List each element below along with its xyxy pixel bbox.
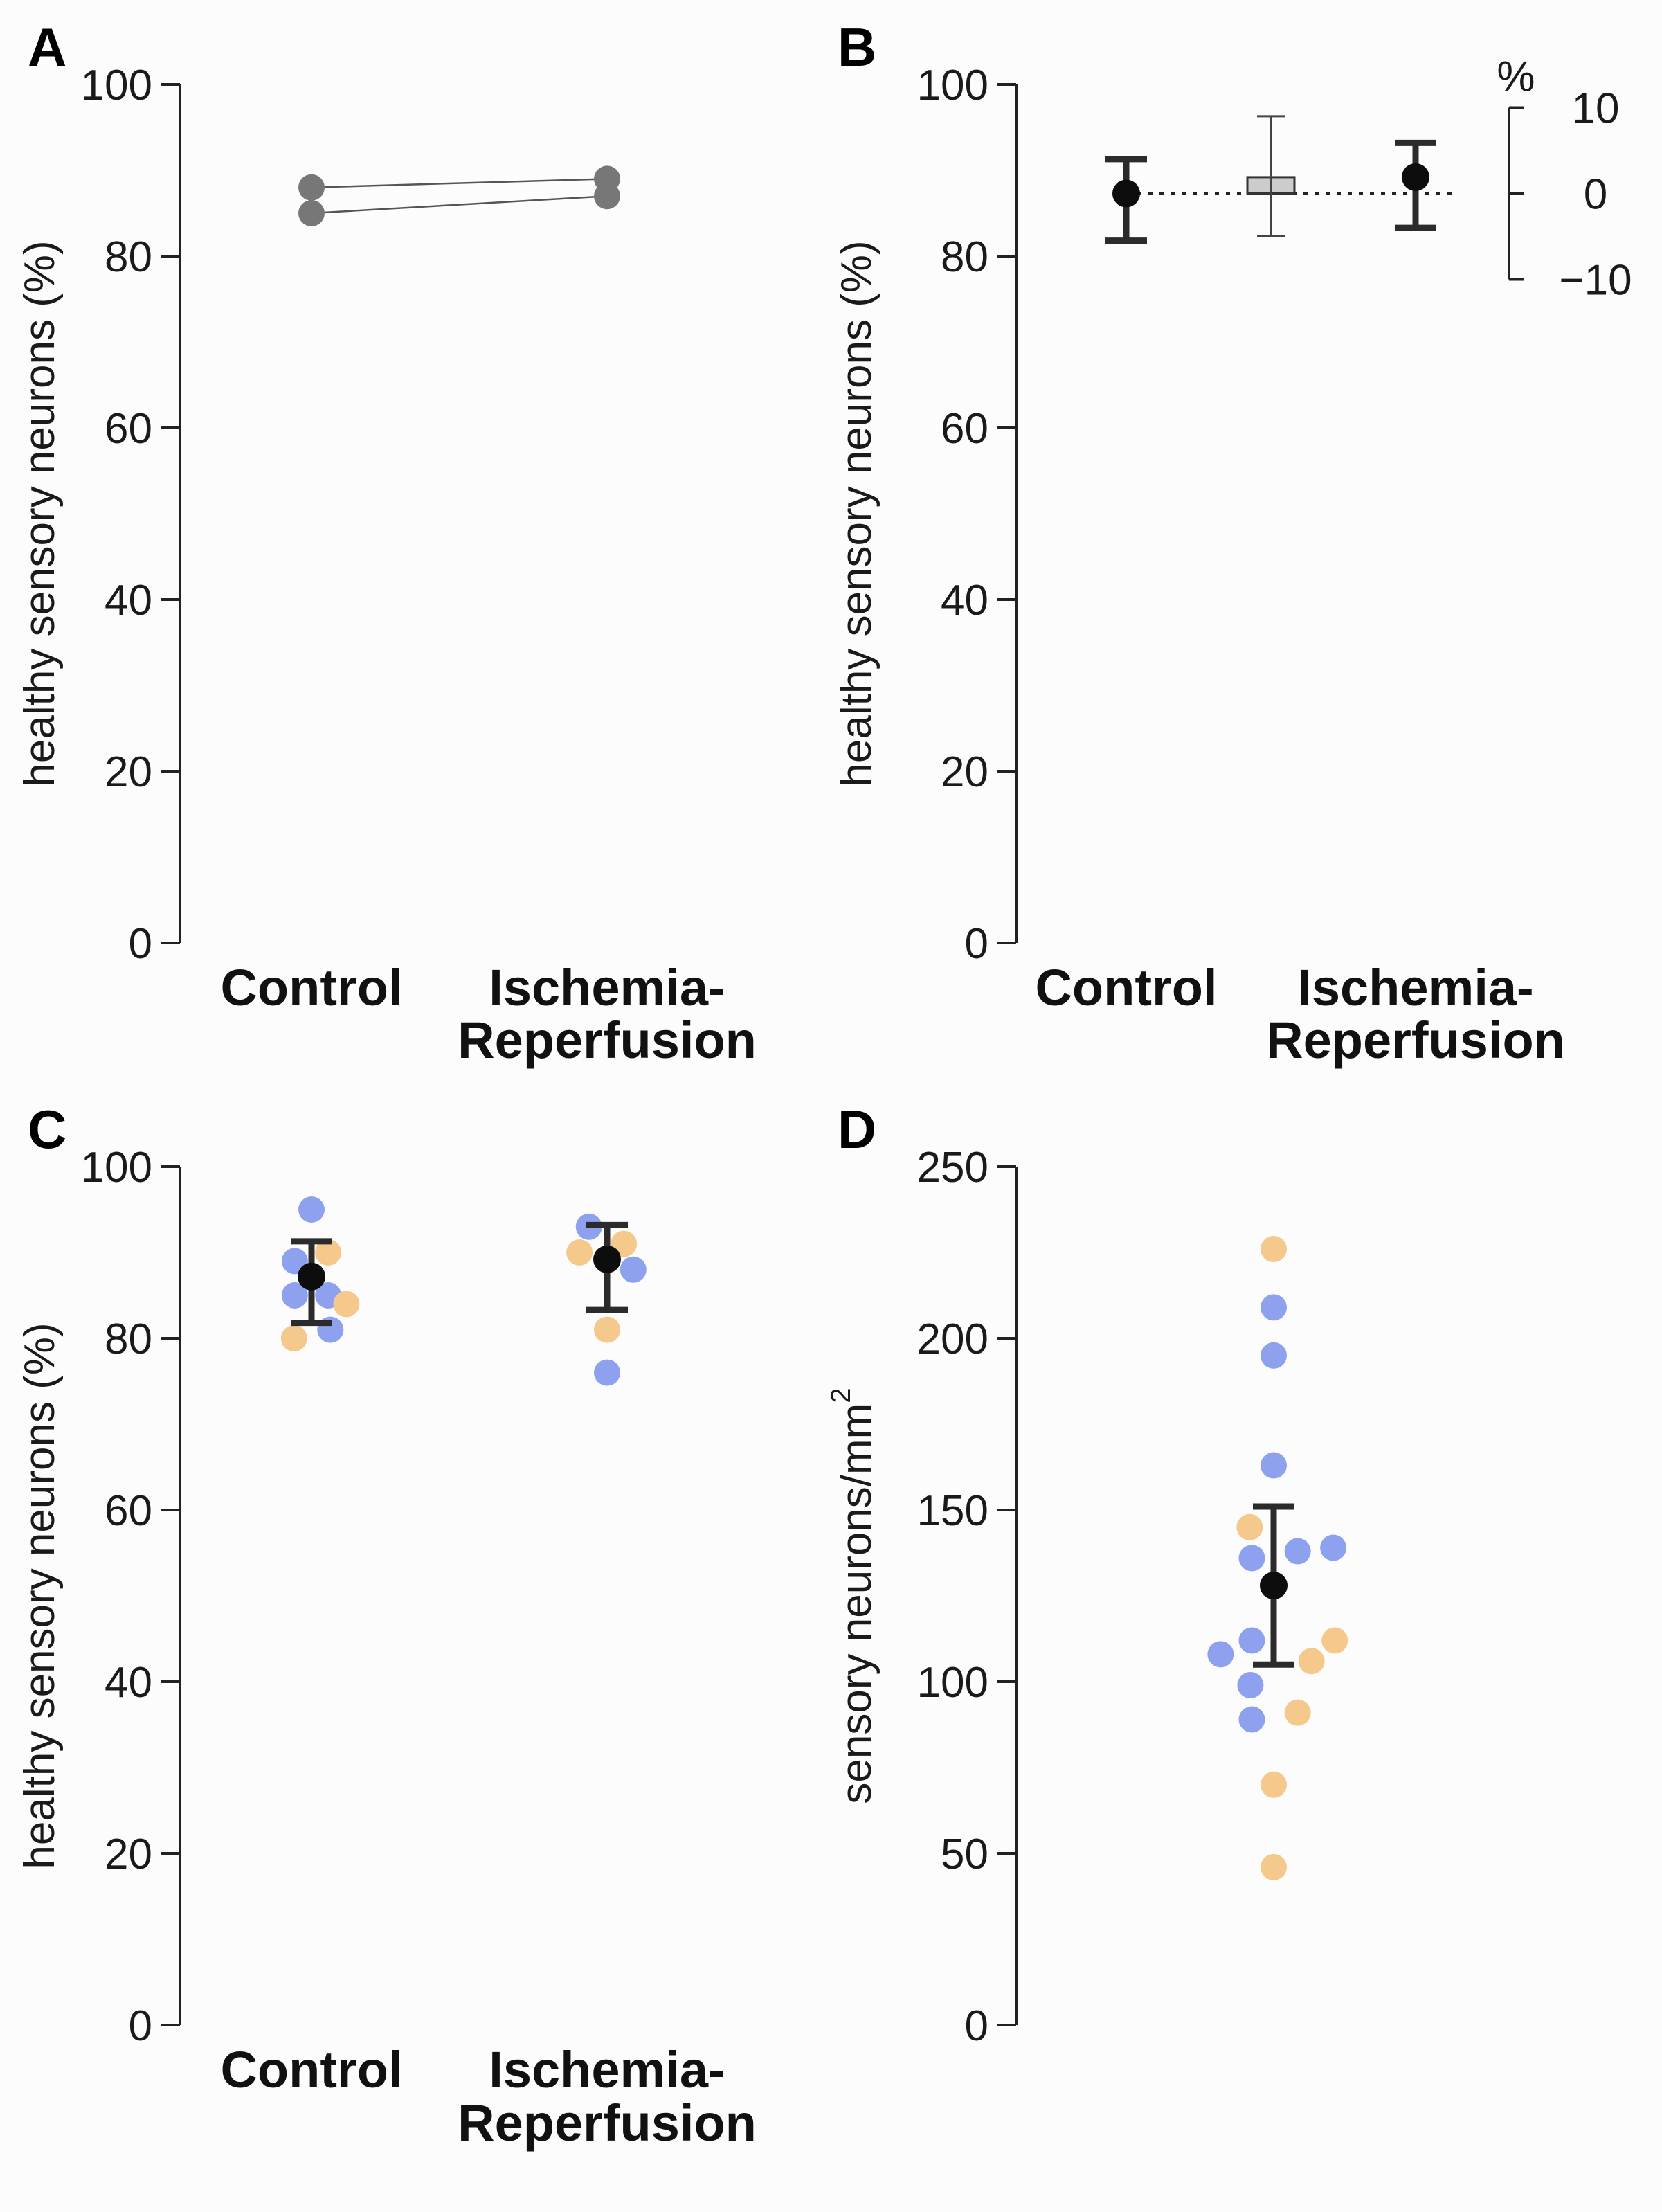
- category-label-C: Ischemia-: [489, 2041, 725, 2098]
- data-point: [620, 1256, 647, 1283]
- data-point: [281, 1282, 308, 1309]
- mean-point-c: [298, 1262, 325, 1291]
- category-label-A: Control: [220, 959, 402, 1016]
- data-point: [1261, 1342, 1287, 1369]
- category-label-B: Reperfusion: [1266, 1011, 1565, 1069]
- data-point: [1207, 1641, 1234, 1668]
- panel-label-D: D: [838, 1099, 876, 1160]
- data-point: [1284, 1699, 1311, 1726]
- y-tick-label-C: 60: [105, 1487, 152, 1535]
- data-point: [594, 1316, 620, 1343]
- data-point: [1238, 1706, 1265, 1733]
- y-tick-label-B: 80: [941, 233, 988, 281]
- y-tick-label-D: 0: [965, 2002, 988, 2050]
- y-tick-label-D: 100: [917, 1659, 988, 1707]
- data-point: [298, 174, 325, 201]
- difference-tick-label: 0: [1584, 170, 1607, 218]
- mean-point-d: [1260, 1572, 1288, 1600]
- panel-label-A: A: [28, 17, 66, 78]
- difference-unit-label: %: [1497, 53, 1535, 100]
- y-tick-label-D: 150: [917, 1487, 988, 1535]
- data-point: [315, 1239, 342, 1266]
- y-tick-label-B: 60: [941, 405, 988, 453]
- data-point: [333, 1291, 360, 1318]
- mean-point-ischemia: [1402, 163, 1429, 191]
- y-axis-label-D: sensory neurons/mm2: [826, 1387, 880, 1804]
- y-tick-label-D: 200: [917, 1315, 988, 1363]
- category-label-A: Reperfusion: [458, 1011, 757, 1069]
- panel-A: A 0 20 40 60 80 100 healthy sensory neurons (%)…: [16, 17, 757, 1069]
- mean-point-control: [1112, 179, 1140, 208]
- panel-D: D 0 50 100 150 200 250 sensory neurons/mm2: [826, 1099, 1348, 2050]
- data-point: [594, 1359, 620, 1386]
- data-point: [1261, 1294, 1287, 1321]
- difference-tick-label: −10: [1559, 256, 1632, 304]
- y-tick-label-B: 40: [941, 577, 988, 624]
- y-axis-label-A: healthy sensory neurons (%): [16, 240, 64, 786]
- y-tick-label-A: 60: [105, 405, 152, 453]
- panel-C: C 0 20 40 60 80 100 healthy sensory neurons (%)…: [16, 1099, 757, 2152]
- category-label-B: Control: [1035, 959, 1217, 1016]
- category-label-C: Control: [220, 2041, 402, 2098]
- data-point: [1261, 1771, 1287, 1798]
- data-point: [594, 183, 620, 210]
- y-tick-label-B: 100: [917, 62, 988, 109]
- y-tick-label-B: 20: [941, 748, 988, 796]
- data-point: [1261, 1452, 1287, 1479]
- y-tick-label-D: 50: [941, 1831, 988, 1878]
- y-axis-label-B: healthy sensory neurons (%): [833, 240, 880, 786]
- y-tick-label-B: 0: [965, 920, 988, 968]
- y-tick-label-C: 20: [105, 1831, 152, 1878]
- y-tick-label-C: 100: [81, 1144, 152, 1192]
- y-axis-label-C: healthy sensory neurons (%): [16, 1322, 64, 1869]
- y-tick-label-A: 40: [105, 577, 152, 624]
- panel-label-C: C: [28, 1099, 66, 1160]
- data-point: [1298, 1648, 1325, 1675]
- y-tick-label-C: 40: [105, 1659, 152, 1707]
- data-point: [1236, 1513, 1263, 1540]
- category-label-C: Reperfusion: [458, 2094, 757, 2152]
- difference-tick-label: 10: [1572, 84, 1620, 132]
- data-point: [1238, 1545, 1265, 1572]
- y-axis-label-superscript: 2: [826, 1387, 856, 1403]
- data-point: [298, 1196, 325, 1223]
- y-tick-label-A: 20: [105, 748, 152, 796]
- y-tick-label-C: 0: [129, 2002, 152, 2050]
- data-point: [1237, 1671, 1264, 1698]
- paired-line: [311, 195, 608, 215]
- y-tick-label-A: 80: [105, 233, 152, 281]
- data-point: [566, 1239, 593, 1266]
- y-tick-label-A: 100: [81, 62, 152, 109]
- data-point: [1261, 1236, 1287, 1263]
- data-point: [1321, 1627, 1348, 1654]
- y-tick-label-D: 250: [917, 1144, 988, 1192]
- data-point: [1238, 1627, 1265, 1654]
- paired-line: [311, 178, 608, 189]
- panel-label-B: B: [838, 17, 876, 78]
- data-point: [1320, 1534, 1347, 1561]
- category-label-B: Ischemia-: [1297, 959, 1533, 1016]
- data-point: [1261, 1853, 1287, 1880]
- y-tick-label-C: 80: [105, 1315, 152, 1363]
- data-point: [280, 1325, 307, 1351]
- mean-point-c: [593, 1245, 621, 1273]
- y-tick-label-A: 0: [129, 920, 152, 968]
- data-point: [298, 200, 325, 226]
- data-point: [1284, 1538, 1311, 1565]
- category-label-A: Ischemia-: [489, 959, 725, 1016]
